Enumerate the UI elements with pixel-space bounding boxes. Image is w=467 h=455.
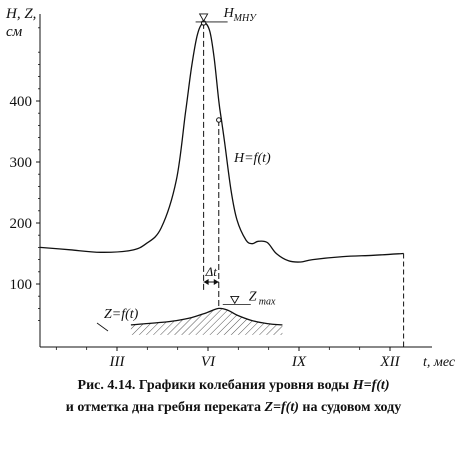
plot-area: Δt H МНУ Z max H=f(t) Z=f(t): [39, 6, 405, 347]
delta-t-label: Δt: [205, 264, 218, 279]
h-mnu-label: H: [223, 6, 235, 21]
z-max-marker-icon: [229, 295, 240, 305]
y-axis-label-line-2: см: [6, 24, 23, 40]
h-mnu-marker-icon: [198, 13, 209, 22]
y-tick-label-400: 400: [10, 94, 33, 110]
delta-t-arrowhead-left: [203, 279, 209, 285]
caption-line2-text: и отметка дна гребня переката: [65, 400, 265, 415]
z-series-label: Z=f(t): [104, 307, 139, 322]
caption-line1-text: Рис. 4.14. Графики колебания уровня воды: [77, 378, 353, 393]
y-tick-label-300: 300: [10, 155, 33, 171]
y-tick-label-200: 200: [10, 216, 33, 232]
caption-line1-math: H=f(t): [352, 378, 390, 393]
h-falling-point: [216, 117, 222, 123]
z-label-leader: [96, 322, 109, 332]
x-tick-label-IX: IX: [291, 354, 307, 370]
h-series-label: H=f(t): [233, 151, 271, 166]
y-axis-label-line-1: H, Z,: [5, 6, 36, 22]
x-tick-label-XII: XII: [379, 354, 400, 370]
x-axis-label: t, мес: [423, 355, 456, 370]
x-tick-label-III: III: [109, 354, 126, 370]
delta-t-arrowhead-right: [213, 279, 219, 285]
caption-line2-tail: на судовом ходу: [298, 400, 402, 415]
z-max-subscript: max: [259, 296, 276, 307]
z-hatch-fill: [130, 308, 283, 335]
figure-caption-line-1: Рис. 4.14. Графики колебания уровня воды…: [0, 378, 467, 394]
z-max-label: Z: [249, 289, 257, 304]
x-tick-label-VI: VI: [201, 354, 216, 370]
caption-line2-math: Z=f(t): [264, 400, 299, 415]
z-series-line: [130, 307, 283, 326]
figure-caption-line-2: и отметка дна гребня переката Z=f(t) на …: [0, 400, 467, 416]
h-series-line: [39, 22, 404, 263]
h-mnu-subscript: МНУ: [233, 13, 258, 24]
y-tick-label-100: 100: [10, 277, 33, 293]
axes: 100 200 300 400 III VI IX XII H, Z, см t, мес: [5, 6, 456, 370]
